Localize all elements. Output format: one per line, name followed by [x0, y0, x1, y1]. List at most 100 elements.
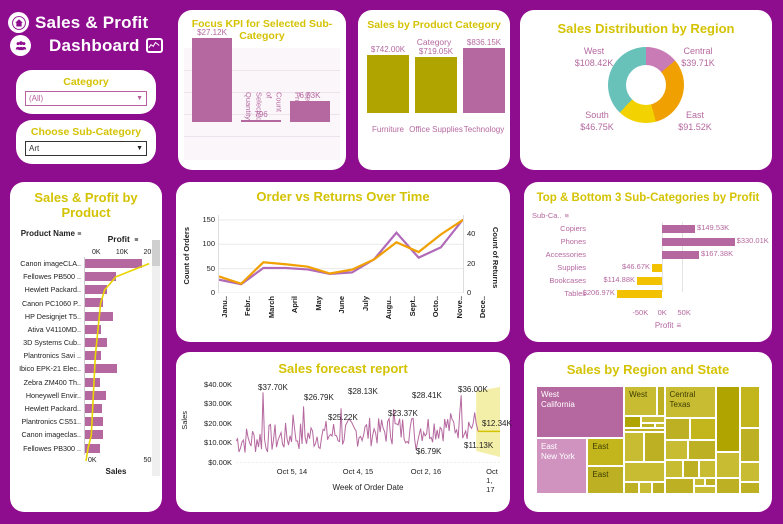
- treemap-cell[interactable]: [624, 431, 645, 462]
- product-bar-cell[interactable]: [84, 388, 162, 402]
- treemap-cell[interactable]: [693, 477, 705, 486]
- subcategory-row[interactable]: Bookcases $114.88K: [532, 274, 762, 287]
- treemap-cell[interactable]: [715, 477, 740, 494]
- product-bar-cell[interactable]: [84, 296, 162, 310]
- subcategory-bar-cell[interactable]: $149.53K: [590, 222, 762, 235]
- product-scrollbar-thumb[interactable]: [152, 240, 160, 266]
- treemap-cell[interactable]: Central Texas: [664, 385, 716, 418]
- focus-kpi-chart[interactable]: $27.12K Selected Sales 796 Count of Selecte…: [184, 28, 340, 161]
- treemap-cell[interactable]: [739, 481, 760, 494]
- subcategory-row[interactable]: Phones $330.01K: [532, 235, 769, 248]
- treemap-cell[interactable]: East: [587, 437, 625, 466]
- filter-subcategory[interactable]: Choose Sub-Category Art ▼: [16, 120, 156, 164]
- filter-category[interactable]: Category (All) ▼: [16, 70, 156, 114]
- treemap-cell[interactable]: [624, 427, 665, 432]
- category-select[interactable]: (All) ▼: [25, 91, 147, 106]
- table-row[interactable]: Fellowes PB300 ..: [10, 441, 162, 455]
- category-bar[interactable]: [415, 57, 457, 114]
- sort-icon[interactable]: ≡: [77, 230, 82, 238]
- table-row[interactable]: Canon PC1060 P..: [10, 296, 162, 310]
- treemap-cell[interactable]: [739, 461, 760, 482]
- product-sales-bar[interactable]: [85, 298, 104, 308]
- treemap-cell[interactable]: [715, 385, 740, 452]
- subcategory-row[interactable]: Accessories $167.38K: [532, 248, 762, 261]
- category-bar-group[interactable]: $742.00K Furniture: [367, 45, 409, 135]
- treemap-cell[interactable]: West: [624, 385, 658, 416]
- table-row[interactable]: Plantronics Savi ..: [10, 349, 162, 363]
- product-sales-bar[interactable]: [85, 258, 142, 268]
- subcategory-select[interactable]: Art ▼: [25, 141, 147, 156]
- category-bar[interactable]: [367, 55, 409, 114]
- treemap-cell[interactable]: East: [587, 465, 625, 494]
- treemap-cell[interactable]: [664, 417, 691, 440]
- order-vs-returns-plot[interactable]: [218, 214, 464, 294]
- forecast-plot[interactable]: [236, 385, 500, 464]
- product-sales-bar[interactable]: [85, 377, 101, 387]
- category-bar[interactable]: [463, 48, 505, 114]
- kpi-bar[interactable]: [241, 120, 281, 123]
- product-bar-cell[interactable]: [84, 428, 162, 442]
- treemap-cell[interactable]: [693, 485, 716, 494]
- top-bottom-subcategories-chart[interactable]: Copiers $149.53K Phones $330.01K Accessories…: [532, 222, 769, 308]
- treemap-cell[interactable]: [704, 477, 716, 486]
- subcategory-bar-cell[interactable]: $330.01K: [590, 235, 769, 248]
- product-bar-cell[interactable]: [84, 270, 162, 284]
- subcategory-bar-cell[interactable]: $46.67K: [590, 261, 762, 274]
- product-sales-bar[interactable]: [85, 285, 108, 295]
- treemap-cell[interactable]: [657, 385, 665, 416]
- table-row[interactable]: Fellowes PB500 ..: [10, 270, 162, 284]
- subcategory-bar[interactable]: [662, 237, 735, 246]
- category-bar-group[interactable]: $719.05K Office Supplies: [409, 47, 463, 135]
- treemap-cell[interactable]: [682, 459, 700, 478]
- treemap-cell[interactable]: [664, 459, 683, 478]
- sales-by-region-state-treemap[interactable]: West California West East New York East East…: [536, 385, 760, 494]
- treemap-cell[interactable]: [699, 459, 716, 478]
- product-sales-bar[interactable]: [85, 417, 103, 427]
- product-sales-bar[interactable]: [85, 324, 102, 334]
- kpi-bar-group[interactable]: 6.53K Selected Profit: [290, 48, 330, 160]
- product-sales-bar[interactable]: [85, 430, 104, 440]
- product-bar-cell[interactable]: [84, 283, 162, 297]
- subcategory-bar-cell[interactable]: $167.38K: [590, 248, 762, 261]
- product-bar-cell[interactable]: [84, 375, 162, 389]
- product-bar-cell[interactable]: [84, 362, 162, 376]
- subcategory-bar[interactable]: [651, 263, 663, 272]
- product-sales-bar[interactable]: [85, 311, 113, 321]
- treemap-cell[interactable]: East New York: [536, 437, 588, 494]
- subcategory-bar[interactable]: [637, 276, 663, 285]
- product-bar-cell[interactable]: [84, 322, 162, 336]
- product-sales-bar[interactable]: [85, 338, 107, 347]
- product-sales-bar[interactable]: [85, 272, 116, 282]
- product-bar-cell[interactable]: [84, 309, 162, 323]
- product-bar-cell[interactable]: [84, 401, 162, 416]
- subcategory-bar[interactable]: [662, 224, 696, 233]
- sort-icon[interactable]: ≡: [676, 321, 682, 331]
- product-sales-bar[interactable]: [85, 390, 106, 400]
- subcategory-bar-cell[interactable]: $114.88K: [590, 274, 762, 287]
- category-bar-group[interactable]: $836.15K Technology: [463, 38, 505, 135]
- subcategory-filter-header[interactable]: Sub-Ca.. ≡: [524, 205, 772, 220]
- order-vs-returns-chart[interactable]: Count of Orders Count of Returns 0 50 100 1…: [180, 207, 502, 331]
- treemap-cell[interactable]: [638, 481, 652, 494]
- kpi-bar-group[interactable]: 796 Count of Selected Quantity: [241, 48, 284, 160]
- treemap-cell[interactable]: [664, 477, 694, 494]
- table-row[interactable]: Zebra ZM400 Th..: [10, 375, 162, 389]
- treemap-cell[interactable]: [624, 461, 665, 482]
- subcategory-bar[interactable]: [616, 289, 663, 298]
- treemap-cell[interactable]: [664, 439, 689, 460]
- table-row[interactable]: 3D Systems Cub..: [10, 336, 162, 350]
- treemap-cell[interactable]: [739, 427, 760, 462]
- subcategory-row[interactable]: Supplies $46.67K: [532, 261, 762, 274]
- kpi-bar[interactable]: [192, 38, 232, 123]
- table-row[interactable]: Hewlett Packard..: [10, 283, 162, 297]
- table-row[interactable]: Hewlett Packard..: [10, 401, 162, 416]
- product-bar-cell[interactable]: [84, 256, 162, 271]
- treemap-cell[interactable]: [640, 415, 665, 423]
- product-bar-cell[interactable]: [84, 415, 162, 429]
- product-sales-bar[interactable]: [85, 351, 102, 361]
- product-rows[interactable]: Canon imageCLA.. Fellowes PB500 .. Hewlett…: [10, 256, 162, 462]
- treemap-cell[interactable]: [624, 415, 641, 428]
- treemap-cell[interactable]: [690, 417, 716, 440]
- donut-ring[interactable]: [608, 46, 684, 123]
- treemap-cell[interactable]: [688, 439, 716, 460]
